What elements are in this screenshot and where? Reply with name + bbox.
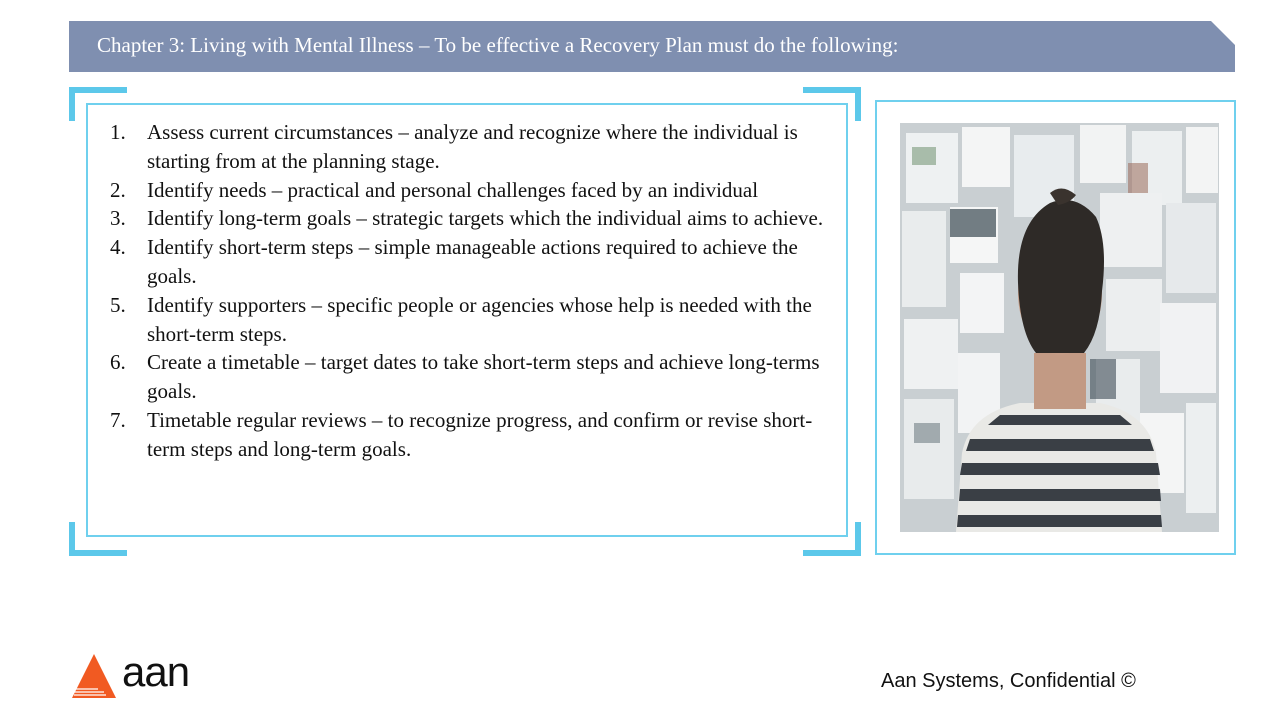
step-number: 1. bbox=[110, 120, 126, 144]
recovery-plan-steps: 1. Assess current circumstances – analyze… bbox=[110, 118, 830, 464]
step-item: 4. Identify short-term steps – simple man… bbox=[110, 233, 830, 291]
aan-logo-text: aan bbox=[122, 648, 190, 695]
chapter-header: Chapter 3: Living with Mental Illness – … bbox=[69, 21, 1235, 72]
step-number: 2. bbox=[110, 177, 126, 202]
bracket-corner-bottom-right-h bbox=[803, 550, 861, 556]
step-text: Identify needs – practical and personal … bbox=[147, 177, 759, 202]
step-text: Identify supporters – specific people or… bbox=[147, 292, 812, 346]
steps-bracket-frame bbox=[69, 87, 861, 556]
bracket-corner-top-right-v bbox=[855, 87, 861, 121]
step-number: 6. bbox=[110, 350, 126, 375]
step-item: 7. Timetable regular reviews – to recogni… bbox=[110, 406, 830, 464]
step-item: 3. Identify long-term goals – strategic t… bbox=[110, 204, 830, 233]
step-text: Identify long-term goals – strategic tar… bbox=[147, 206, 824, 231]
bracket-corner-top-right-h bbox=[803, 87, 861, 93]
aan-triangle-logo-icon bbox=[71, 654, 116, 698]
step-number: 7. bbox=[110, 407, 126, 432]
step-number: 5. bbox=[110, 292, 126, 317]
bracket-corner-top-left-v bbox=[69, 87, 75, 121]
person-figure bbox=[956, 188, 1162, 532]
step-item: 5. Identify supporters – specific people … bbox=[110, 291, 830, 349]
step-item: 2. Identify needs – practical and persona… bbox=[110, 176, 830, 205]
chapter-title: Chapter 3: Living with Mental Illness – … bbox=[97, 33, 899, 57]
bracket-corner-bottom-right-v bbox=[855, 522, 861, 556]
step-item: 1. Assess current circumstances – analyze… bbox=[110, 118, 830, 176]
photo-illustration bbox=[900, 123, 1219, 532]
steps-box bbox=[86, 103, 848, 537]
man-facing-wall-of-notes-photo bbox=[900, 123, 1219, 532]
bracket-corner-top-left-h bbox=[69, 87, 127, 93]
pinned-papers bbox=[902, 125, 1218, 513]
step-text: Create a timetable – target dates to tak… bbox=[147, 350, 820, 404]
step-text: Identify short-term steps – simple manag… bbox=[147, 235, 798, 288]
bracket-corner-bottom-left-h bbox=[69, 550, 127, 556]
step-number: 3. bbox=[110, 206, 126, 231]
step-item: 6. Create a timetable – target dates to t… bbox=[110, 348, 830, 406]
bracket-corner-bottom-left-v bbox=[69, 522, 75, 556]
confidential-notice: Aan Systems, Confidential © bbox=[881, 670, 1136, 692]
step-number: 4. bbox=[110, 235, 126, 260]
aan-logo: aan bbox=[68, 648, 198, 700]
step-text: Assess current circumstances – analyze a… bbox=[147, 120, 798, 173]
step-text: Timetable regular reviews – to recognize… bbox=[147, 407, 813, 461]
